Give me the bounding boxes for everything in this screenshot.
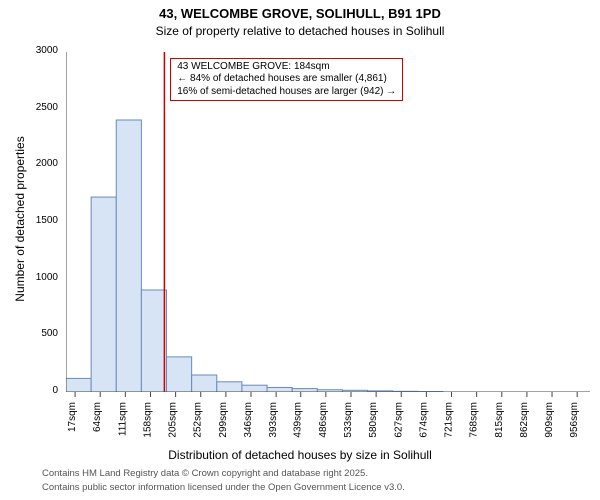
y-tick-label: 1500 (36, 215, 58, 226)
annotation-line2: ← 84% of detached houses are smaller (4,… (177, 73, 396, 86)
annotation-box: 43 WELCOMBE GROVE: 184sqm ← 84% of detac… (170, 58, 403, 102)
x-tick-label: 393sqm (268, 402, 279, 438)
chart-container: 43, WELCOMBE GROVE, SOLIHULL, B91 1PD Si… (0, 0, 600, 500)
x-tick-layer: 17sqm 64sqm 111sqm 158sqm 205sqm 252sqm 299sqm… (66, 392, 590, 450)
histogram-bar (242, 385, 267, 392)
histogram-bar (66, 378, 91, 392)
x-tick-label: 252sqm (193, 402, 204, 438)
x-axis-label: Distribution of detached houses by size … (0, 448, 600, 462)
x-tick-label: 909sqm (544, 402, 555, 438)
histogram-bar (192, 375, 217, 392)
annotation-line3: 16% of semi-detached houses are larger (… (177, 86, 396, 99)
x-tick-label: 674sqm (418, 402, 429, 438)
x-tick-label: 299sqm (218, 402, 229, 438)
plot-area (66, 52, 590, 392)
x-tick-label: 346sqm (243, 402, 254, 438)
x-tick-label: 439sqm (293, 402, 304, 438)
x-tick-label: 721sqm (444, 402, 455, 438)
y-tick-label: 2500 (36, 102, 58, 113)
x-tick-label: 111sqm (117, 402, 128, 436)
x-tick-label: 956sqm (569, 402, 580, 438)
x-tick-label: 205sqm (168, 402, 179, 438)
y-tick-label: 0 (52, 385, 58, 396)
histogram-bar (141, 290, 166, 392)
x-tick-label: 64sqm (92, 402, 103, 432)
histogram-bar (167, 357, 192, 392)
x-tick-label: 533sqm (343, 402, 354, 438)
x-tick-label: 158sqm (142, 402, 153, 438)
y-tick-label: 500 (41, 328, 58, 339)
histogram-bar (217, 382, 242, 392)
x-tick-label: 862sqm (519, 402, 530, 438)
annotation-line1: 43 WELCOMBE GROVE: 184sqm (177, 61, 396, 74)
chart-subtitle: Size of property relative to detached ho… (0, 24, 600, 38)
attribution-line1: Contains HM Land Registry data © Crown c… (42, 468, 368, 479)
y-tick-label: 2000 (36, 158, 58, 169)
y-tick-label: 1000 (36, 272, 58, 283)
y-tick-label: 3000 (36, 45, 58, 56)
x-tick-label: 580sqm (368, 402, 379, 438)
attribution-line2: Contains public sector information licen… (42, 482, 405, 493)
chart-title: 43, WELCOMBE GROVE, SOLIHULL, B91 1PD (0, 6, 600, 21)
histogram-bar (91, 197, 116, 392)
histogram-bar (116, 120, 141, 392)
x-tick-label: 17sqm (67, 402, 78, 432)
x-tick-label: 486sqm (318, 402, 329, 438)
x-tick-label: 815sqm (494, 402, 505, 438)
y-tick-layer: 050010001500200025003000 (0, 52, 66, 392)
x-tick-label: 768sqm (469, 402, 480, 438)
x-tick-label: 627sqm (393, 402, 404, 438)
